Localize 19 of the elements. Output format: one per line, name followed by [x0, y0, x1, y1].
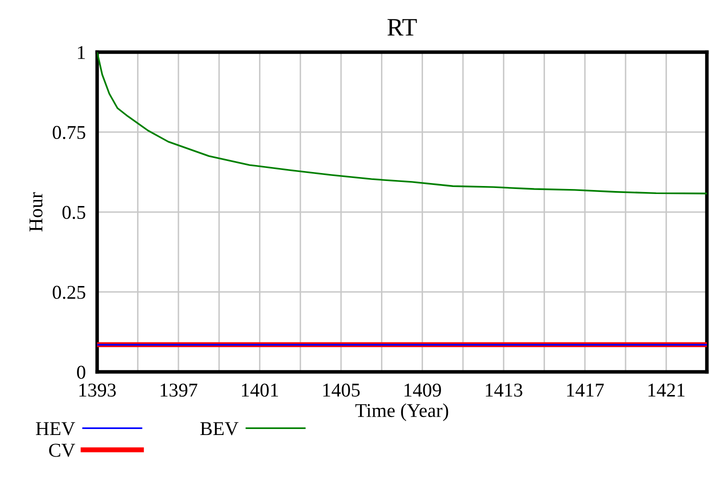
x-tick-label: 1413	[486, 384, 522, 397]
x-tick-label: 1393	[79, 384, 116, 397]
x-tick-label: 1417	[567, 384, 604, 397]
x-tick-label: 1421	[648, 384, 684, 397]
legend-label: BEV	[200, 422, 238, 436]
chart-title: RT	[388, 19, 417, 36]
x-tick-label: 1409	[404, 384, 441, 397]
legend-label: CV	[49, 444, 76, 457]
y-tick-label: 1	[78, 46, 85, 59]
x-tick-label: 1397	[160, 384, 198, 397]
y-tick-label: 0.5	[62, 206, 86, 220]
legend-label: HEV	[36, 422, 76, 436]
x-axis-title: Time (Year)	[355, 403, 448, 422]
y-tick-label: 0.25	[52, 286, 86, 299]
x-tick-label: 1401	[242, 384, 278, 397]
x-tick-label: 1405	[323, 384, 360, 397]
y-axis-title: Hour	[30, 192, 42, 232]
y-tick-label: 0.75	[52, 126, 86, 140]
y-tick-label: 0	[77, 366, 86, 379]
